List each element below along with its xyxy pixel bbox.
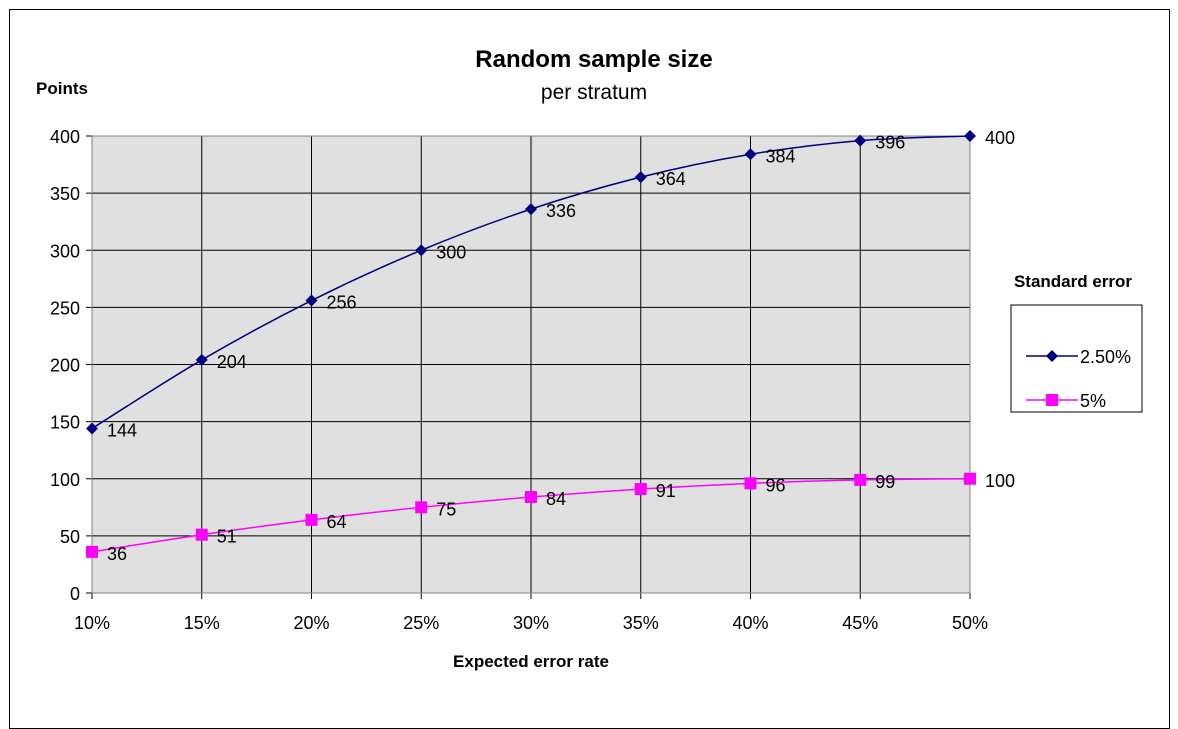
x-tick-label: 10% <box>74 613 110 633</box>
data-point <box>415 244 428 257</box>
data-point <box>744 148 757 161</box>
data-label: 396 <box>875 133 905 153</box>
y-tick-label: 350 <box>50 184 80 204</box>
data-point <box>854 134 867 147</box>
data-point <box>634 171 647 184</box>
line-chart: Random sample size per stratum Points Ex… <box>36 46 1143 671</box>
y-axis-title: Points <box>36 79 88 98</box>
data-point <box>195 528 208 541</box>
data-point <box>525 491 537 504</box>
y-tick-label: 300 <box>50 241 80 261</box>
legend-label: 2.50% <box>1080 347 1131 367</box>
legend-marker <box>1046 350 1058 362</box>
x-tick-label: 25% <box>403 613 439 633</box>
legend: Standard error 2.50% 5% <box>1010 272 1143 413</box>
y-tick-label: 250 <box>50 298 80 318</box>
data-point <box>195 353 208 366</box>
y-tick-label: 50 <box>60 527 80 547</box>
data-point <box>305 513 318 526</box>
y-tick-label: 100 <box>50 470 80 490</box>
plot-area: 0 50 100 150 200 250 300 350 400 10% 15% 20% 25% 30% 3… <box>50 127 1015 633</box>
legend-marker <box>1046 394 1058 406</box>
data-label: 99 <box>875 472 895 492</box>
data-label: 36 <box>107 544 127 564</box>
data-label: 64 <box>327 512 347 532</box>
x-tick-label: 30% <box>513 613 549 633</box>
chart-subtitle: per stratum <box>541 81 647 104</box>
data-label: 256 <box>327 293 357 313</box>
data-point <box>525 203 537 216</box>
x-tick-label: 40% <box>732 613 768 633</box>
data-label: 84 <box>546 489 566 509</box>
data-label: 96 <box>766 475 786 495</box>
x-tick-label: 50% <box>952 613 988 633</box>
data-label: 400 <box>985 128 1015 148</box>
legend-title: Standard error <box>1014 272 1132 291</box>
data-label: 75 <box>436 499 456 519</box>
x-tick-label: 20% <box>293 613 329 633</box>
data-label: 204 <box>217 352 247 372</box>
data-label: 91 <box>656 481 676 501</box>
data-label: 144 <box>107 420 137 440</box>
y-tick-label: 400 <box>50 127 80 147</box>
y-tick-label: 200 <box>50 356 80 376</box>
legend-label: 5% <box>1080 391 1106 411</box>
x-axis-title: Expected error rate <box>453 652 609 671</box>
x-tick-label: 35% <box>623 613 659 633</box>
x-tick-label: 15% <box>184 613 220 633</box>
data-point <box>634 483 647 496</box>
y-tick-label: 0 <box>70 584 80 604</box>
data-label: 51 <box>217 527 237 547</box>
data-label: 300 <box>436 242 466 262</box>
y-tick-label: 150 <box>50 413 80 433</box>
data-point <box>86 545 98 558</box>
data-point <box>305 294 318 307</box>
data-label: 336 <box>546 201 576 221</box>
data-point <box>854 473 867 486</box>
legend-box <box>1010 304 1143 413</box>
data-point <box>86 422 98 435</box>
data-point <box>744 477 757 490</box>
x-tick-label: 45% <box>842 613 878 633</box>
data-label: 384 <box>766 146 796 166</box>
data-point <box>964 130 976 142</box>
plot-border <box>91 135 971 594</box>
chart-title: Random sample size <box>475 46 712 73</box>
data-point <box>415 501 428 514</box>
data-point <box>964 472 976 485</box>
data-label: 100 <box>985 471 1015 491</box>
data-label: 364 <box>656 169 686 189</box>
